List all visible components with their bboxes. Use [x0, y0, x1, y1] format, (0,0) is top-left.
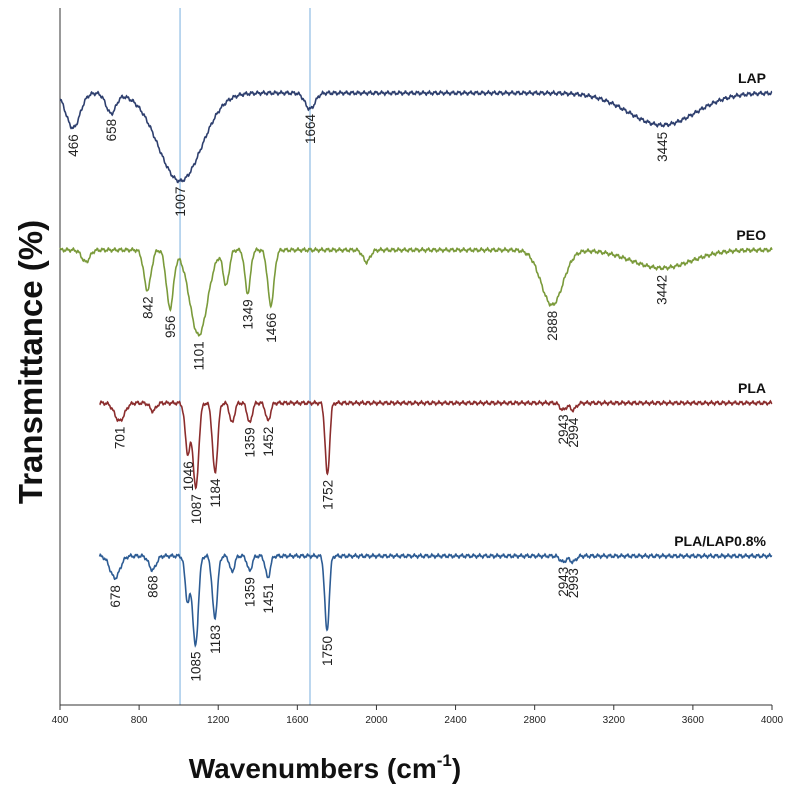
peak-label: 2993	[566, 568, 581, 598]
peak-label: 2888	[545, 311, 560, 341]
reference-lines	[179, 8, 311, 705]
peak-label: 1451	[261, 583, 276, 613]
peak-label: 1752	[320, 480, 335, 510]
peak-label-group: 1349	[241, 299, 256, 329]
peak-label: 1452	[261, 427, 276, 457]
peak-label-group: 466 658 1007 1664 3445 842 956 1101 1349 1466 2888…	[66, 114, 670, 682]
peak-label: 1349	[241, 299, 256, 329]
x-tick-label: 800	[131, 715, 148, 726]
peak-label: 2943	[556, 414, 571, 444]
x-tick-label: 3200	[603, 715, 626, 726]
x-tick-label: 400	[52, 715, 69, 726]
peak-label: 3445	[655, 132, 670, 162]
peak-label: 1085	[189, 652, 204, 682]
x-tick-label: 4000	[761, 715, 784, 726]
peak-label: 2943	[556, 567, 571, 597]
peak-label-group: 3445	[655, 132, 670, 162]
peak-label-group: 1359	[243, 577, 258, 607]
x-tick-label: 2800	[524, 715, 547, 726]
peak-label-group: 1046	[181, 461, 196, 491]
peak-label-group: 2994	[566, 417, 581, 448]
peak-label: 1101	[192, 341, 207, 370]
peak-label: 3442	[655, 275, 670, 305]
peak-label-group: 956	[163, 316, 178, 339]
peak-label: 1046	[181, 461, 196, 491]
peak-label: 1184	[208, 478, 223, 508]
peak-label-group: 2943	[556, 567, 571, 597]
peak-label-group: 842	[140, 296, 155, 319]
series-group	[59, 89, 773, 648]
peak-label-group: 658	[104, 119, 119, 142]
peak-label: 2994	[566, 417, 581, 448]
x-tick-label: 2400	[444, 715, 467, 726]
peak-label: 1664	[303, 114, 318, 145]
x-tick-label: 2000	[365, 715, 388, 726]
series-line-lap	[59, 89, 773, 184]
peak-label-group: 1451	[261, 583, 276, 613]
peak-label: 1183	[208, 625, 223, 654]
peak-label-group: 1087	[189, 494, 204, 524]
peak-label: 842	[140, 296, 155, 319]
x-axis-title: Wavenumbers (cm-1)	[189, 751, 461, 784]
peak-label: 1007	[173, 187, 188, 217]
peak-label: 1359	[243, 577, 258, 607]
peak-label-group: 1752	[320, 480, 335, 510]
peak-label-group: 2888	[545, 311, 560, 341]
peak-label-group: 678	[108, 585, 123, 608]
series-line-pla	[99, 399, 773, 490]
peak-label: 1087	[189, 494, 204, 524]
peak-label: 956	[163, 316, 178, 339]
peak-label-group: 3442	[655, 275, 670, 305]
peak-label-group: 1101	[192, 341, 207, 370]
peak-label: 466	[66, 134, 81, 157]
peak-label-group: 1085	[189, 652, 204, 682]
peak-label-group: 1184	[208, 478, 223, 508]
peak-label-group: 1007	[173, 187, 188, 217]
x-tick-label: 1200	[207, 715, 230, 726]
x-tick-label: 1600	[286, 715, 309, 726]
series-name-label: PEO	[736, 227, 766, 243]
series-name-label: PLA	[738, 380, 766, 396]
peak-label: 678	[108, 585, 123, 608]
peak-label-group: 2993	[566, 568, 581, 598]
peak-label: 701	[113, 427, 128, 450]
peak-label-group: 2943	[556, 414, 571, 444]
peak-label: 1359	[243, 427, 258, 457]
series-name-label: PLA/LAP0.8%	[674, 533, 766, 549]
peak-label: 1466	[264, 313, 279, 343]
peak-label-group: 1183	[208, 625, 223, 654]
peak-label-group: 1664	[303, 114, 318, 145]
peak-label-group: 868	[146, 575, 161, 598]
series-name-group: LAP PEO PLA PLA/LAP0.8%	[674, 70, 766, 549]
peak-label-group: 1359	[243, 427, 258, 457]
peak-label-group: 701	[113, 427, 128, 450]
y-axis-title: Transmittance (%)	[12, 220, 49, 504]
x-tick-label: 3600	[682, 715, 705, 726]
peak-label-group: 1750	[320, 636, 335, 666]
peak-label: 868	[146, 575, 161, 598]
series-name-label: LAP	[738, 70, 766, 86]
peak-label: 658	[104, 119, 119, 142]
peak-label-group: 1452	[261, 427, 276, 457]
peak-label: 1750	[320, 636, 335, 666]
peak-label-group: 1466	[264, 313, 279, 343]
series-line-peo	[59, 246, 773, 337]
axes	[59, 8, 772, 706]
series-line-pla-lap0-8-	[98, 552, 773, 648]
peak-label-group: 466	[66, 134, 81, 157]
x-tick-group: 400 800 1200 1600 2000 2400 2800 3200 3600 4000	[52, 705, 784, 726]
